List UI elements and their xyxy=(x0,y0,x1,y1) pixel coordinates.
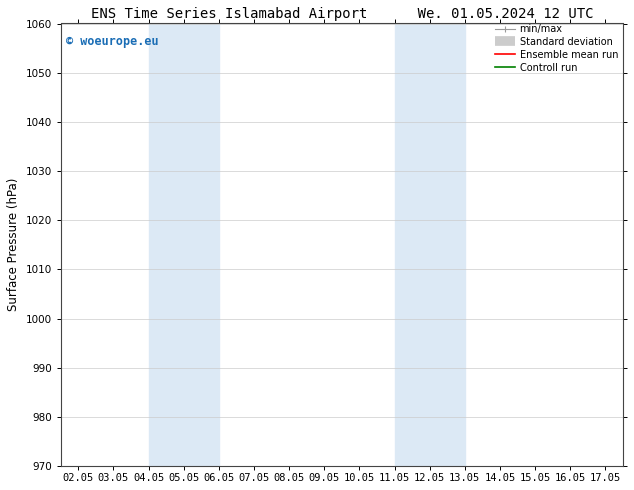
Text: © woeurope.eu: © woeurope.eu xyxy=(67,35,159,48)
Title: ENS Time Series Islamabad Airport      We. 01.05.2024 12 UTC: ENS Time Series Islamabad Airport We. 01… xyxy=(91,7,593,21)
Legend: min/max, Standard deviation, Ensemble mean run, Controll run: min/max, Standard deviation, Ensemble me… xyxy=(495,24,618,73)
Y-axis label: Surface Pressure (hPa): Surface Pressure (hPa) xyxy=(7,178,20,312)
Bar xyxy=(148,24,219,466)
Bar xyxy=(394,24,465,466)
